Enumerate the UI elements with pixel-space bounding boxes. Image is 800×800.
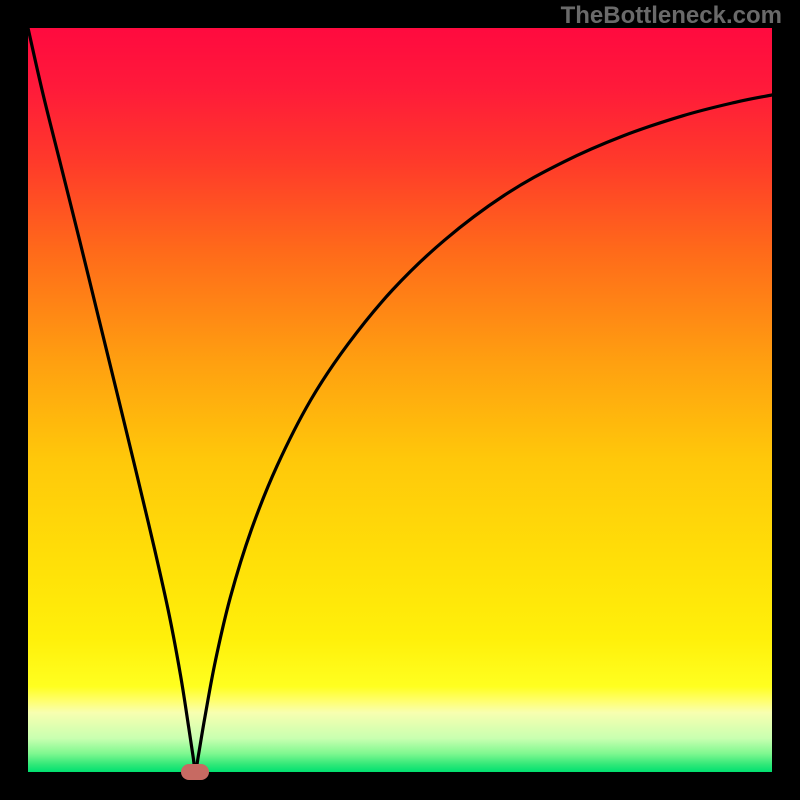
- watermark-text: TheBottleneck.com: [561, 2, 782, 30]
- optimum-marker: [181, 764, 209, 780]
- plot-area: [28, 28, 772, 772]
- gradient-and-curve: [28, 28, 772, 772]
